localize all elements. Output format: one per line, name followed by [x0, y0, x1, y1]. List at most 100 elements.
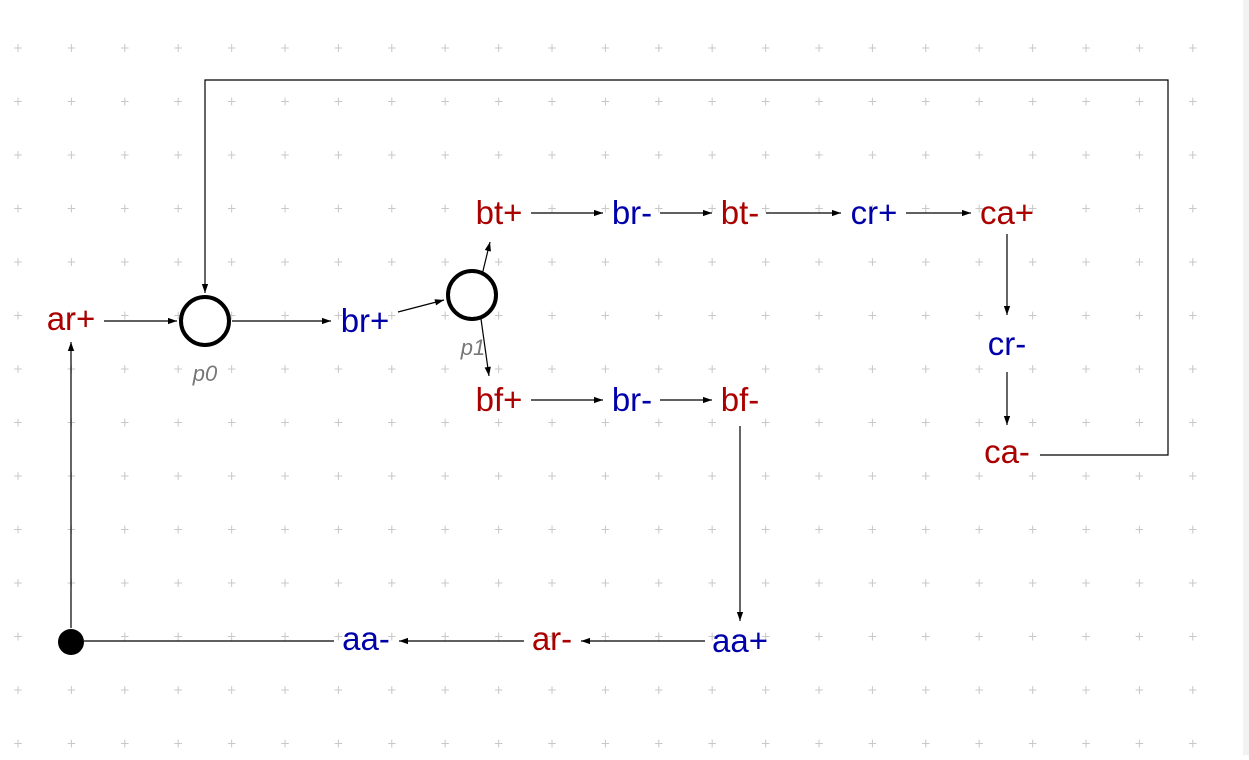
grid-mark: +	[814, 630, 824, 644]
grid-mark: +	[654, 576, 664, 590]
grid-mark: +	[13, 416, 23, 430]
grid-mark: +	[1134, 41, 1144, 55]
grid-mark: +	[600, 41, 610, 55]
grid-mark: +	[1081, 576, 1091, 590]
grid-mark: +	[1134, 255, 1144, 269]
grid-mark: +	[1188, 737, 1198, 751]
place-p1[interactable]	[446, 269, 498, 321]
grid-mark: +	[974, 41, 984, 55]
grid-mark: +	[227, 683, 237, 697]
transition-cr-plus[interactable]: cr+	[851, 194, 898, 231]
transition-bf-minus[interactable]: bf-	[721, 381, 760, 418]
grid-mark: +	[600, 737, 610, 751]
grid-mark: +	[494, 309, 504, 323]
grid-mark: +	[387, 630, 397, 644]
grid-mark: +	[13, 630, 23, 644]
grid-mark: +	[494, 683, 504, 697]
grid-mark: +	[1188, 362, 1198, 376]
place-label-p1: p1	[460, 335, 485, 360]
grid-mark: +	[867, 202, 877, 216]
transition-br-minus-top[interactable]: br-	[612, 194, 652, 231]
grid-mark: +	[1028, 576, 1038, 590]
grid-mark: +	[280, 255, 290, 269]
transition-ar-plus[interactable]: ar+	[47, 300, 96, 337]
grid-mark: +	[1028, 202, 1038, 216]
grid-mark: +	[494, 416, 504, 430]
grid-mark: +	[974, 630, 984, 644]
grid-mark: +	[600, 630, 610, 644]
grid-mark: +	[921, 362, 931, 376]
grid-mark: +	[1134, 202, 1144, 216]
grid-mark: +	[440, 255, 450, 269]
grid-mark: +	[974, 148, 984, 162]
grid-mark: +	[814, 416, 824, 430]
grid-mark: +	[1134, 309, 1144, 323]
vertical-scrollbar[interactable]	[1243, 0, 1249, 755]
grid-mark: +	[547, 95, 557, 109]
grid-mark: +	[227, 202, 237, 216]
grid-mark: +	[494, 95, 504, 109]
grid-mark: +	[1134, 416, 1144, 430]
grid-mark: +	[387, 41, 397, 55]
grid-mark: +	[867, 362, 877, 376]
grid-mark: +	[440, 683, 450, 697]
grid-mark: +	[494, 148, 504, 162]
grid-mark: +	[280, 416, 290, 430]
grid-mark: +	[600, 255, 610, 269]
transition-br-minus-bottom[interactable]: br-	[612, 381, 652, 418]
grid-mark: +	[494, 630, 504, 644]
grid-mark: +	[13, 309, 23, 323]
grid-mark: +	[600, 469, 610, 483]
grid-mark: +	[66, 683, 76, 697]
place-p0[interactable]	[179, 295, 231, 347]
grid-mark: +	[867, 469, 877, 483]
transition-bt-minus[interactable]: bt-	[721, 194, 760, 231]
grid-mark: +	[1188, 255, 1198, 269]
grid-mark: +	[707, 202, 717, 216]
grid-mark: +	[227, 523, 237, 537]
transition-ca-minus[interactable]: ca-	[984, 433, 1030, 470]
grid-mark: +	[547, 576, 557, 590]
grid-mark: +	[654, 148, 664, 162]
transition-ar-minus[interactable]: ar-	[532, 620, 572, 657]
grid-mark: +	[280, 362, 290, 376]
grid-mark: +	[120, 148, 130, 162]
grid-mark: +	[1081, 255, 1091, 269]
grid-mark: +	[921, 202, 931, 216]
grid-mark: +	[547, 255, 557, 269]
grid-mark: +	[600, 95, 610, 109]
grid-mark: +	[921, 737, 931, 751]
grid-mark: +	[600, 683, 610, 697]
grid-mark: +	[387, 683, 397, 697]
grid-mark: +	[1188, 630, 1198, 644]
transition-aa-minus[interactable]: aa-	[342, 620, 390, 657]
grid-mark: +	[974, 202, 984, 216]
grid-mark: +	[707, 683, 717, 697]
token-dot-icon[interactable]	[58, 629, 84, 655]
grid-mark: +	[1028, 523, 1038, 537]
grid-mark: +	[13, 202, 23, 216]
grid-mark: +	[867, 309, 877, 323]
transition-ca-plus[interactable]: ca+	[980, 194, 1034, 231]
transition-bt-plus[interactable]: bt+	[476, 194, 523, 231]
grid-mark: +	[66, 41, 76, 55]
grid-mark: +	[66, 309, 76, 323]
grid-mark: +	[494, 523, 504, 537]
grid-mark: +	[1028, 41, 1038, 55]
grid-mark: +	[1028, 630, 1038, 644]
grid-mark: +	[280, 630, 290, 644]
transition-bf-plus[interactable]: bf+	[476, 381, 523, 418]
grid-mark: +	[707, 309, 717, 323]
grid-mark: +	[974, 576, 984, 590]
transition-aa-plus[interactable]: aa+	[712, 622, 768, 659]
grid-mark: +	[974, 255, 984, 269]
grid-mark: +	[1134, 630, 1144, 644]
grid-mark: +	[120, 95, 130, 109]
grid-mark: +	[654, 202, 664, 216]
grid-mark: +	[173, 41, 183, 55]
grid-mark: +	[440, 41, 450, 55]
transition-cr-minus[interactable]: cr-	[988, 325, 1026, 362]
grid-mark: +	[867, 737, 877, 751]
transition-br-plus[interactable]: br+	[341, 302, 390, 339]
